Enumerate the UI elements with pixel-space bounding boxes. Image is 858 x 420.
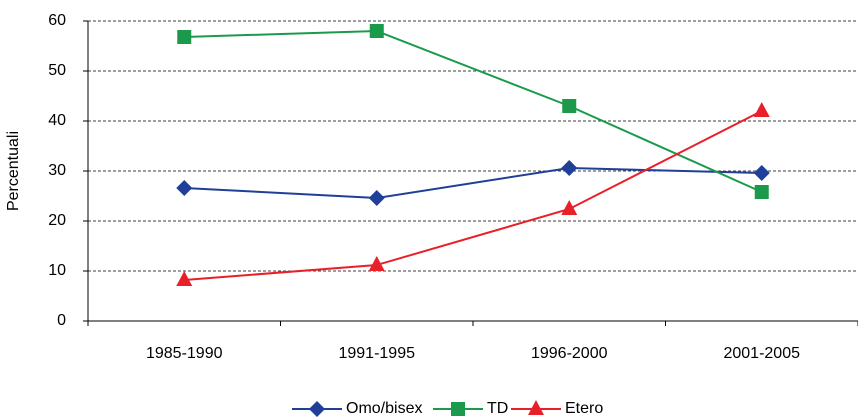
series-line <box>184 29 763 193</box>
y-tick-label: 0 <box>57 312 66 329</box>
marker <box>177 30 192 44</box>
y-tick-label: 40 <box>48 112 66 129</box>
marker <box>562 99 577 113</box>
series-line <box>184 166 762 200</box>
y-axis-label: Percentuali <box>5 131 22 211</box>
marker <box>528 400 544 415</box>
y-tick-label: 20 <box>48 212 66 229</box>
y-tick-label: 50 <box>48 62 66 79</box>
marker <box>753 165 770 181</box>
y-tick-label: 60 <box>48 12 66 29</box>
marker <box>309 401 325 417</box>
marker <box>753 102 770 117</box>
marker <box>176 271 193 286</box>
y-tick-label: 10 <box>48 262 66 279</box>
x-tick-label: 1985-1990 <box>146 345 223 362</box>
marker <box>451 402 465 416</box>
marker <box>176 180 193 196</box>
marker <box>368 190 385 206</box>
marker <box>561 200 578 215</box>
marker <box>754 185 769 199</box>
marker <box>368 256 385 271</box>
marker <box>369 24 384 38</box>
legend-label: TD <box>487 400 508 417</box>
x-tick-label: 1996-2000 <box>531 345 608 362</box>
x-tick-label: 1991-1995 <box>338 345 415 362</box>
legend-label: Etero <box>565 400 603 417</box>
x-tick-label: 2001-2005 <box>723 345 800 362</box>
series-line <box>184 110 763 281</box>
legend-label: Omo/bisex <box>346 400 422 417</box>
y-tick-label: 30 <box>48 162 66 179</box>
marker <box>561 160 578 176</box>
